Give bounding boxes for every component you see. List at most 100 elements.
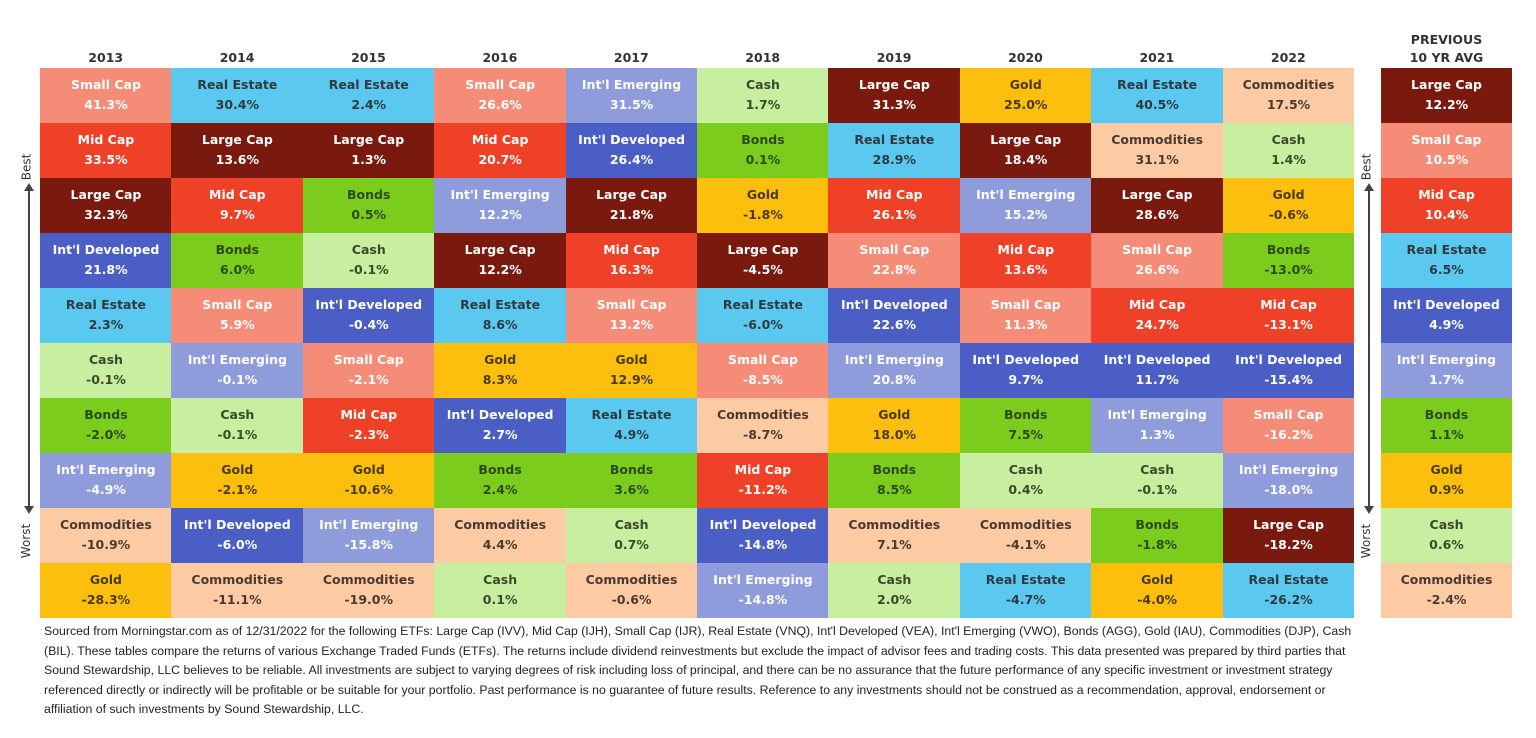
return-value: 0.6% — [1429, 537, 1464, 552]
return-value: -19.0% — [344, 592, 394, 607]
return-value: -4.1% — [1005, 537, 1046, 552]
return-value: -0.1% — [217, 427, 258, 442]
return-value: 2.4% — [351, 97, 387, 112]
asset-name: Int'l Developed — [446, 407, 554, 422]
cell-2022-rank-7: Small Cap -16.2% — [1222, 398, 1355, 453]
cell-2018-rank-5: Real Estate -6.0% — [697, 288, 829, 343]
return-value: 6.0% — [220, 262, 255, 277]
cell-avg-rank-10: Commodities -2.4% — [1381, 563, 1512, 618]
asset-name: Bonds — [1004, 407, 1048, 422]
asset-name: Int'l Emerging — [976, 187, 1076, 202]
cell-2016-rank-2: Mid Cap 20.7% — [434, 123, 567, 178]
cell-avg-rank-7: Bonds 1.1% — [1381, 398, 1512, 453]
cell-2022-rank-9: Large Cap -18.2% — [1222, 508, 1355, 563]
return-value: -1.8% — [743, 207, 783, 222]
return-value: 16.3% — [609, 262, 654, 277]
return-value: 31.1% — [1135, 152, 1179, 167]
cell-2019-rank-6: Int'l Emerging 20.8% — [828, 343, 961, 398]
asset-name: Large Cap — [333, 132, 405, 147]
cell-2021-rank-2: Commodities 31.1% — [1091, 123, 1224, 178]
asset-name: Commodities — [322, 572, 415, 587]
return-value: -0.1% — [348, 262, 389, 277]
cell-2017-rank-10: Commodities -0.6% — [565, 563, 698, 618]
cell-avg-rank-6: Int'l Emerging 1.7% — [1381, 343, 1512, 398]
asset-name: Gold — [615, 352, 648, 367]
asset-name: Commodities — [1400, 572, 1493, 587]
cell-2018-rank-9: Int'l Developed -14.8% — [697, 508, 829, 563]
return-value: 6.5% — [1429, 262, 1464, 277]
cell-2018-rank-7: Commodities -8.7% — [697, 398, 829, 453]
worst-label: Worst — [1359, 523, 1374, 559]
asset-name: Mid Cap — [866, 187, 923, 202]
asset-name: Int'l Developed — [1103, 352, 1211, 367]
cell-2020-rank-3: Int'l Emerging 15.2% — [959, 178, 1092, 233]
cell-2018-rank-8: Mid Cap -11.2% — [697, 453, 829, 508]
avg-column-header: PREVIOUS 10 YR AVG — [1381, 31, 1512, 67]
asset-name: Large Cap — [1253, 517, 1324, 532]
asset-name: Commodities — [454, 517, 547, 532]
cell-2022-rank-6: Int'l Developed -15.4% — [1222, 343, 1355, 398]
asset-name: Bonds — [215, 242, 260, 257]
asset-name: Bonds — [1135, 517, 1179, 532]
return-value: -15.4% — [1264, 372, 1313, 387]
return-value: -14.8% — [738, 537, 788, 552]
return-value: -13.1% — [1264, 317, 1313, 332]
cell-2019-rank-7: Gold 18.0% — [828, 398, 961, 453]
asset-name: Real Estate — [65, 297, 146, 312]
return-value: 9.7% — [1008, 372, 1044, 387]
asset-name: Mid Cap — [77, 132, 135, 147]
cell-2017-rank-6: Gold 12.9% — [565, 343, 698, 398]
return-value: 31.3% — [872, 97, 917, 112]
cell-2015-rank-9: Int'l Emerging -15.8% — [302, 508, 435, 563]
return-value: 0.1% — [745, 152, 781, 167]
return-value: 15.2% — [1004, 207, 1048, 222]
return-value: -14.8% — [738, 592, 788, 607]
asset-name: Mid Cap — [997, 242, 1055, 257]
asset-name: Large Cap — [201, 132, 273, 147]
cell-2020-rank-9: Commodities -4.1% — [959, 508, 1092, 563]
asset-name: Large Cap — [1121, 187, 1193, 202]
cell-avg-rank-2: Small Cap 10.5% — [1381, 123, 1512, 178]
year-header-2017: 2017 — [613, 50, 649, 65]
return-value: 26.6% — [1135, 262, 1179, 277]
year-header-2013: 2013 — [88, 50, 124, 65]
asset-name: Bonds — [478, 462, 522, 477]
asset-name: Int'l Developed — [315, 297, 423, 312]
asset-name: Int'l Developed — [52, 242, 160, 257]
asset-name: Real Estate — [985, 572, 1066, 587]
cell-2014-rank-1: Real Estate 30.4% — [171, 68, 304, 123]
asset-name: Small Cap — [1253, 407, 1324, 422]
year-header-2018: 2018 — [745, 50, 781, 65]
cell-2013-rank-4: Int'l Developed 21.8% — [40, 233, 172, 288]
cell-2018-rank-10: Int'l Emerging -14.8% — [697, 563, 829, 618]
cell-2015-rank-3: Bonds 0.5% — [302, 178, 435, 233]
return-value: 4.4% — [482, 537, 518, 552]
return-value: 1.3% — [1139, 427, 1175, 442]
cell-2018-rank-6: Small Cap -8.5% — [697, 343, 829, 398]
cell-2015-rank-7: Mid Cap -2.3% — [302, 398, 435, 453]
cell-2017-rank-7: Real Estate 4.9% — [565, 398, 698, 453]
cell-2019-rank-3: Mid Cap 26.1% — [828, 178, 961, 233]
return-value: -15.8% — [344, 537, 394, 552]
cell-2020-rank-10: Real Estate -4.7% — [959, 563, 1092, 618]
asset-name: Cash — [1271, 132, 1306, 147]
year-header-2021: 2021 — [1139, 50, 1175, 65]
axis-line — [1368, 190, 1370, 508]
cell-2018-rank-2: Bonds 0.1% — [697, 123, 829, 178]
asset-name: Large Cap — [1411, 77, 1482, 92]
return-value: 11.3% — [1004, 317, 1048, 332]
return-value: 20.7% — [478, 152, 522, 167]
year-header-2016: 2016 — [482, 50, 518, 65]
return-value: -10.9% — [81, 537, 131, 552]
cell-2021-rank-9: Bonds -1.8% — [1091, 508, 1224, 563]
avg-header-line1: PREVIOUS — [1410, 32, 1483, 47]
cell-2021-rank-10: Gold -4.0% — [1091, 563, 1224, 618]
cell-2014-rank-10: Commodities -11.1% — [171, 563, 304, 618]
asset-name: Mid Cap — [340, 407, 398, 422]
year-header-2019: 2019 — [876, 50, 912, 65]
asset-name: Real Estate — [1117, 77, 1198, 92]
cell-2015-rank-5: Int'l Developed -0.4% — [302, 288, 435, 343]
cell-2017-rank-4: Mid Cap 16.3% — [565, 233, 698, 288]
asset-name: Real Estate — [591, 407, 672, 422]
arrow-up-icon — [1364, 183, 1374, 191]
